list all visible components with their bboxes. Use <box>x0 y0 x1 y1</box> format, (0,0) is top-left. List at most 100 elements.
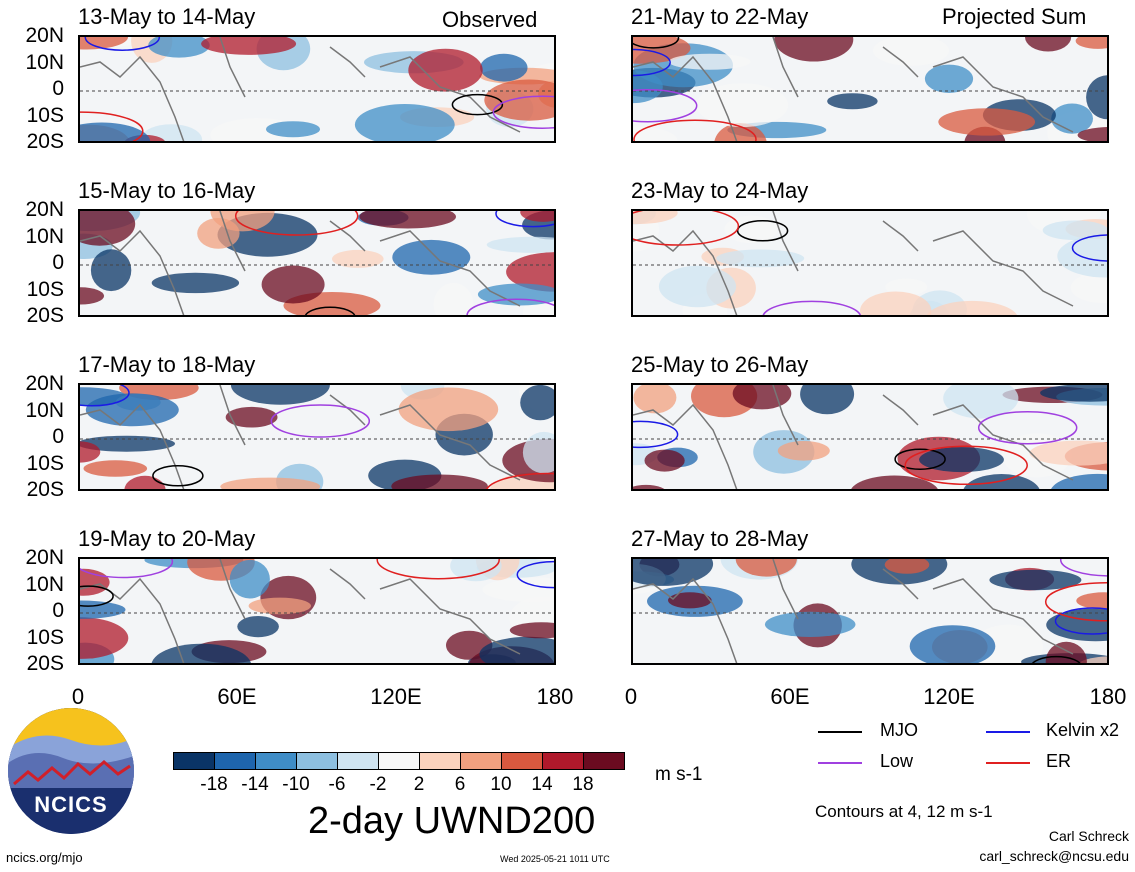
anomaly-shading <box>482 577 554 603</box>
chart-title: 2-day UWND200 <box>308 800 596 842</box>
anomaly-shading <box>509 622 554 639</box>
y-tick-label: 20N <box>25 24 64 47</box>
anomaly-shading <box>800 385 855 415</box>
y-tick-label: 20S <box>26 652 64 675</box>
anomaly-shading <box>1075 37 1107 49</box>
contour-line <box>84 37 161 51</box>
y-tick-label: 10N <box>25 398 64 422</box>
contour-line <box>1071 234 1107 262</box>
contour-line <box>451 93 504 116</box>
y-tick-label: 20S <box>26 304 64 327</box>
panel-title: 13-May to 14-May <box>78 4 256 29</box>
anomaly-shading <box>151 272 240 294</box>
colorbar-units: m s-1 <box>655 764 703 785</box>
contour-line <box>234 211 359 236</box>
anomaly-shading <box>90 249 132 292</box>
map-panel-4 <box>78 557 556 665</box>
anomaly-shading <box>633 484 665 489</box>
contour-line <box>1032 655 1081 663</box>
anomaly-shading <box>83 460 148 477</box>
map-field <box>80 211 554 315</box>
y-tick-label: 10N <box>25 224 64 248</box>
x-tick-label: 0 <box>624 684 638 709</box>
contour-line <box>633 37 680 49</box>
contour-line <box>633 48 671 77</box>
contour-line <box>904 445 1028 486</box>
anomaly-shading <box>220 477 321 489</box>
legend-line-kelvin <box>986 731 1030 733</box>
y-tick-label: 20S <box>26 478 64 501</box>
anomaly-shading <box>124 475 166 489</box>
contour-line <box>1054 607 1107 635</box>
anomaly-shading <box>777 441 830 461</box>
anomaly-shading <box>732 385 792 410</box>
colorbar-swatch <box>583 752 625 770</box>
anomaly-shading <box>1046 608 1107 642</box>
anomaly-shading <box>520 211 554 222</box>
panel-title: 19-May to 20-May <box>78 526 256 551</box>
y-tick-label: 20N <box>25 198 64 221</box>
ncics-logo: NCICS <box>8 708 134 834</box>
map-field <box>633 385 1107 489</box>
colorbar-swatch <box>255 752 297 770</box>
anomaly-shading <box>80 287 105 305</box>
x-tick-label: 120E <box>370 684 422 709</box>
anomaly-shading <box>633 559 714 586</box>
anomaly-shading <box>1029 440 1107 466</box>
anomaly-shading <box>1057 234 1107 278</box>
site-link[interactable]: ncics.org/mjo <box>6 850 83 865</box>
contour-line <box>633 211 740 246</box>
anomaly-shading <box>633 70 663 104</box>
anomaly-shading <box>1051 473 1107 489</box>
y-tick-label: 20N <box>25 372 64 395</box>
contour-line <box>1044 582 1107 622</box>
contour-line <box>492 95 554 129</box>
map-field <box>80 385 554 489</box>
legend-label-mjo: MJO <box>880 720 918 740</box>
x-tick-label: 0 <box>71 684 85 709</box>
anomaly-shading <box>644 449 685 472</box>
anomaly-shading <box>1025 37 1072 52</box>
contour-line <box>894 448 946 470</box>
contour-line <box>633 420 679 449</box>
colorbar-swatch <box>419 752 461 770</box>
map-panel-6 <box>631 209 1109 317</box>
anomaly-shading <box>1086 75 1107 120</box>
colorbar-label: -14 <box>241 774 269 795</box>
anomaly-shading <box>926 300 1018 315</box>
map-panel-3 <box>78 383 556 491</box>
map-field <box>80 559 554 663</box>
anomaly-shading <box>332 249 384 268</box>
anomaly-shading <box>909 625 996 663</box>
timestamp: Wed 2025-05-21 1011 UTC <box>500 854 610 864</box>
anomaly-shading <box>261 265 325 304</box>
coastline <box>633 385 1074 489</box>
anomaly-shading <box>151 643 251 663</box>
coastline <box>633 559 1074 663</box>
contour-line <box>495 211 554 228</box>
anomaly-shading <box>354 104 455 141</box>
legend-line-mjo <box>818 731 862 733</box>
anomaly-shading <box>522 431 554 474</box>
contour-line <box>152 465 204 487</box>
contour-line <box>376 559 500 580</box>
anomaly-shading <box>450 559 502 582</box>
colorbar-swatch <box>173 752 215 770</box>
map-field <box>633 211 1107 315</box>
anomaly-shading <box>480 53 528 82</box>
anomaly-shading <box>860 291 932 315</box>
anomaly-shading <box>392 239 471 275</box>
anomaly-shading <box>884 559 930 574</box>
y-tick-label: 0 <box>52 251 64 274</box>
panel-title: 27-May to 28-May <box>631 526 809 551</box>
anomaly-shading <box>80 600 126 619</box>
anomaly-shading <box>391 474 488 489</box>
contour-line <box>736 220 789 242</box>
coastline <box>80 211 521 315</box>
anomaly-shading <box>484 79 554 121</box>
coastline <box>80 37 521 141</box>
anomaly-shading <box>764 611 856 637</box>
anomaly-shading <box>80 568 110 596</box>
colorbar-swatch <box>337 752 379 770</box>
y-tick-label: 10S <box>26 451 64 475</box>
